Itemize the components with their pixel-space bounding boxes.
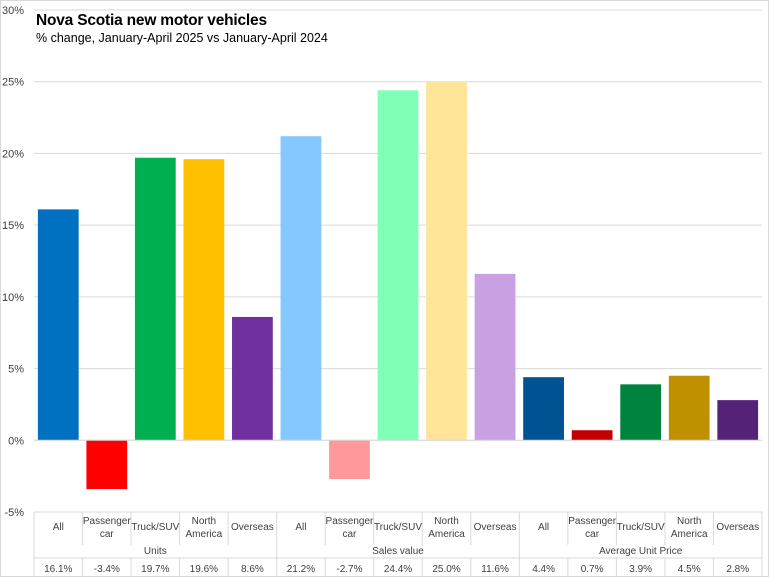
chart-subtitle: % change, January-April 2025 vs January-… [36, 31, 328, 45]
bar [426, 81, 467, 441]
x-tick-label: car [585, 529, 600, 540]
data-label: -2.7% [336, 564, 362, 575]
bar [134, 157, 176, 441]
data-label: 16.1% [44, 564, 72, 575]
x-tick-label: North [192, 516, 216, 527]
data-label: 19.7% [141, 564, 169, 575]
data-label: 25.0% [432, 564, 460, 575]
bar [37, 209, 79, 441]
x-tick-label: America [186, 529, 223, 540]
bar [474, 273, 516, 441]
bar [377, 90, 419, 441]
x-tick-label: Overseas [231, 522, 274, 533]
bar [668, 375, 710, 441]
x-tick-label: Passenger [83, 516, 131, 527]
x-tick-label: North [434, 516, 458, 527]
bar [523, 377, 564, 441]
data-label: 0.7% [581, 564, 604, 575]
data-label: 21.2% [287, 564, 315, 575]
x-tick-label: Passenger [326, 516, 374, 527]
x-tick-label: car [100, 529, 115, 540]
data-label: 2.8% [726, 564, 749, 575]
y-tick-label: 0% [8, 435, 24, 447]
bar [232, 316, 273, 441]
bar [717, 400, 759, 441]
data-label: 4.4% [532, 564, 555, 575]
x-tick-label: America [671, 529, 708, 540]
data-label: 24.4% [384, 564, 412, 575]
x-tick-label: North [677, 516, 701, 527]
chart-title: Nova Scotia new motor vehicles [36, 12, 267, 29]
y-tick-label: 20% [2, 148, 24, 160]
x-tick-label: Truck/SUV [131, 522, 179, 533]
x-tick-label: Overseas [474, 522, 517, 533]
x-tick-label: All [538, 522, 549, 533]
y-tick-label: 30% [2, 5, 24, 17]
y-tick-label: 15% [2, 220, 24, 232]
y-tick-label: -5% [4, 507, 24, 519]
y-tick-label: 10% [2, 292, 24, 304]
data-label: 4.5% [678, 564, 701, 575]
data-label: -3.4% [94, 564, 120, 575]
x-tick-label: All [295, 522, 306, 533]
bar [183, 159, 225, 441]
bar [86, 440, 128, 490]
x-tick-label: America [428, 529, 465, 540]
x-tick-label: Passenger [568, 516, 616, 527]
bar [620, 384, 662, 441]
bar [329, 440, 370, 480]
x-tick-label: Overseas [716, 522, 759, 533]
x-tick-label: Truck/SUV [374, 522, 422, 533]
x-tick-label: All [53, 522, 64, 533]
group-label: Average Unit Price [599, 546, 683, 557]
data-label: 11.6% [481, 564, 509, 575]
bar [280, 136, 322, 441]
y-tick-label: 5% [8, 364, 24, 376]
data-label: 3.9% [629, 564, 652, 575]
x-tick-label: Truck/SUV [617, 522, 665, 533]
group-label: Units [144, 546, 167, 557]
data-label: 19.6% [190, 564, 218, 575]
group-label: Sales value [372, 546, 424, 557]
x-tick-label: car [343, 529, 358, 540]
data-label: 8.6% [241, 564, 264, 575]
bar [571, 430, 613, 441]
y-tick-label: 25% [2, 77, 24, 89]
